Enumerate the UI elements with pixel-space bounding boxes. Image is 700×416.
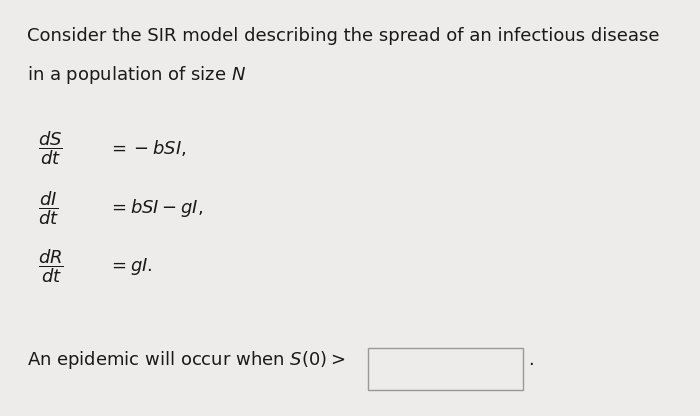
Text: $= -bSI,$: $= -bSI,$: [108, 138, 187, 158]
Text: $\dfrac{dI}{dt}$: $\dfrac{dI}{dt}$: [38, 189, 60, 227]
Text: $\dfrac{dS}{dt}$: $\dfrac{dS}{dt}$: [38, 129, 64, 166]
Text: in a population of size $N$: in a population of size $N$: [27, 64, 246, 87]
Text: .: .: [528, 351, 534, 369]
Text: $= gI.$: $= gI.$: [108, 256, 153, 277]
Text: $= bSI - gI,$: $= bSI - gI,$: [108, 197, 204, 219]
Text: An epidemic will occur when $S(0) >$: An epidemic will occur when $S(0) >$: [27, 349, 345, 371]
Text: Consider the SIR model describing the spread of an infectious disease: Consider the SIR model describing the sp…: [27, 27, 659, 45]
Bar: [368, 348, 523, 390]
Text: $\dfrac{dR}{dt}$: $\dfrac{dR}{dt}$: [38, 248, 64, 285]
